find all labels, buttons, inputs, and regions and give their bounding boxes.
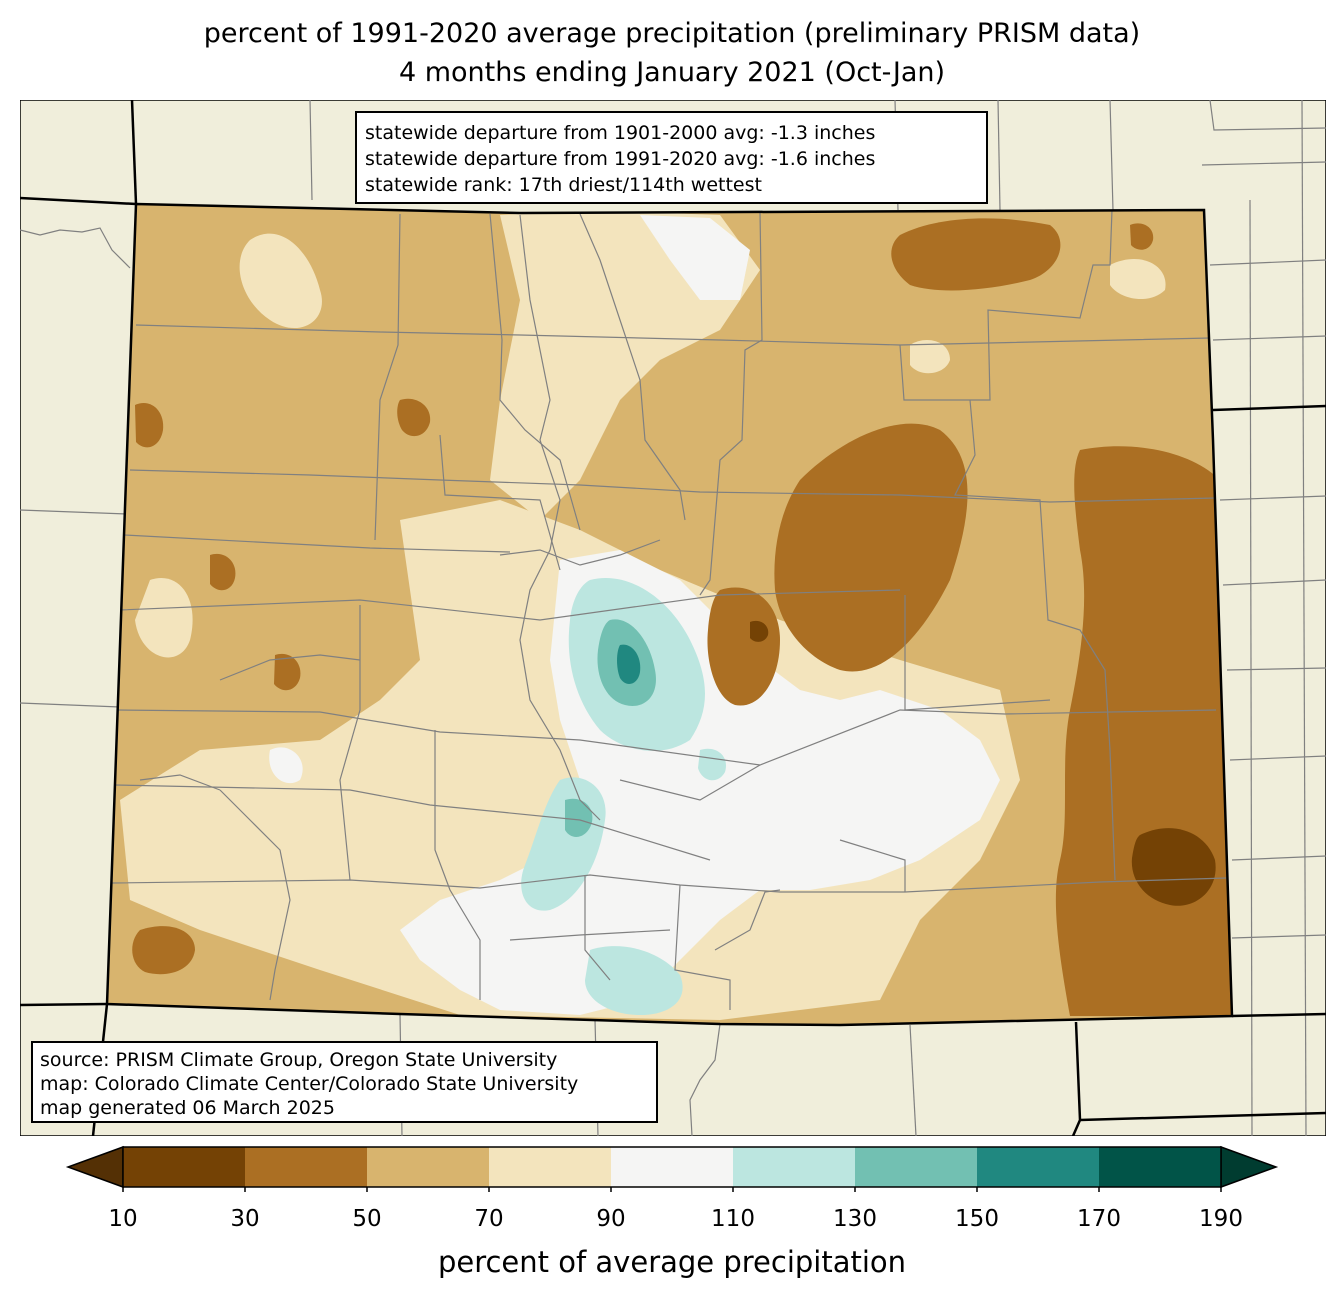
colorbar-bin-170-190 <box>1099 1147 1221 1187</box>
colorbar-bin-110-130 <box>733 1147 855 1187</box>
colorbar-tick-label: 110 <box>711 1206 755 1232</box>
colorbar-bin-50-70 <box>367 1147 489 1187</box>
colorbar-tick-label: 130 <box>833 1206 877 1232</box>
colorbar-tick-label: 70 <box>474 1206 504 1232</box>
precipitation-map <box>20 100 1326 1136</box>
colorbar-bin-30-50 <box>245 1147 367 1187</box>
colorbar-tick-label: 90 <box>596 1206 626 1232</box>
colorbar-tick-label: 10 <box>108 1206 138 1232</box>
colorbar-bin-130-150 <box>855 1147 977 1187</box>
colorbar-label: percent of average precipitation <box>437 1245 907 1279</box>
colorbar-under-arrow <box>65 1145 124 1189</box>
stat-rank: statewide rank: 17th driest/114th wettes… <box>365 174 762 196</box>
colorbar-tick-label: 30 <box>230 1206 260 1232</box>
colorado-county-lines <box>111 209 1227 1010</box>
colorbar-over-arrow <box>1220 1145 1279 1189</box>
generated-date-line: map generated 06 March 2025 <box>40 1097 335 1119</box>
colorbar-tick-label: 50 <box>352 1206 382 1232</box>
map-credit-line: map: Colorado Climate Center/Colorado St… <box>40 1073 579 1095</box>
source-credit-box: source: PRISM Climate Group, Oregon Stat… <box>31 1041 658 1123</box>
colorbar-bin-70-90 <box>489 1147 611 1187</box>
stat-departure-1991-2020: statewide departure from 1991-2020 avg: … <box>365 148 876 170</box>
colorbar-tick-label: 190 <box>1199 1206 1243 1232</box>
stat-departure-1901-2000: statewide departure from 1901-2000 avg: … <box>365 122 876 144</box>
colorbar-bin-150-170 <box>977 1147 1099 1187</box>
precipitation-fill <box>107 204 1232 1025</box>
colorbar-bin-10-30 <box>123 1147 245 1187</box>
colorbar-bin-90-110 <box>611 1147 733 1187</box>
colorado-border <box>105 202 1234 1027</box>
colorbar-tick-label: 150 <box>955 1206 999 1232</box>
source-credit-line: source: PRISM Climate Group, Oregon Stat… <box>40 1049 558 1071</box>
state-borders <box>20 100 1326 1136</box>
map-title-line-2: 4 months ending January 2021 (Oct-Jan) <box>398 57 946 88</box>
statewide-stats-box: statewide departure from 1901-2000 avg: … <box>355 111 988 204</box>
map-title-line-1: percent of 1991-2020 average precipitati… <box>203 18 1141 49</box>
colorbar-tick-label: 170 <box>1077 1206 1121 1232</box>
colorbar <box>65 1145 1279 1192</box>
